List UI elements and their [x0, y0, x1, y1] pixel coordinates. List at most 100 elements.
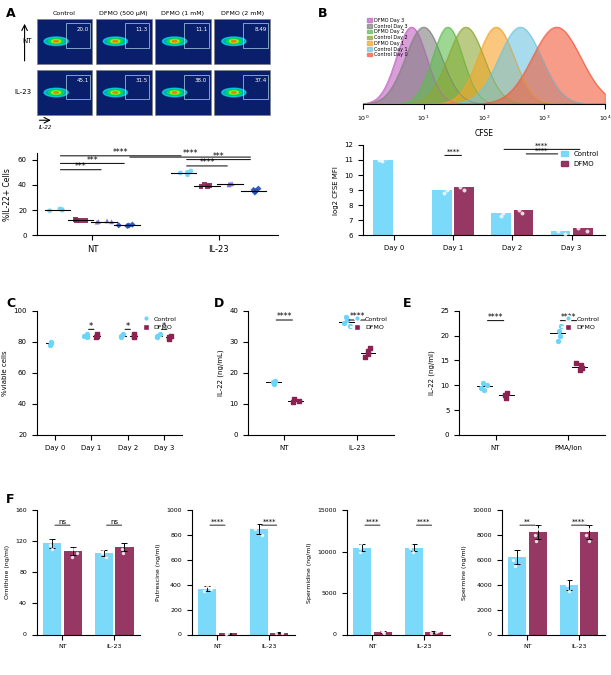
Point [510, 548, 520, 559]
Point [341, 311, 351, 322]
Ellipse shape [172, 40, 177, 42]
Bar [250, 529, 268, 634]
Point [257, 530, 266, 541]
Point [426, 628, 436, 639]
Ellipse shape [54, 40, 59, 42]
Text: ****: **** [535, 143, 549, 149]
Point [560, 229, 569, 240]
Point [72, 547, 82, 558]
Point [92, 330, 101, 341]
Point [57, 205, 67, 215]
Bar [404, 547, 423, 634]
Text: 45.1: 45.1 [76, 78, 89, 83]
Point [57, 204, 67, 215]
Text: **: ** [524, 519, 531, 525]
Point [553, 225, 563, 236]
Point [55, 203, 65, 214]
Bar [580, 532, 598, 634]
Ellipse shape [170, 91, 179, 94]
Bar [491, 213, 511, 326]
Point [119, 547, 128, 558]
Point [71, 215, 81, 226]
Point [377, 626, 387, 637]
Point [562, 573, 571, 584]
Text: *: * [126, 321, 130, 331]
Ellipse shape [232, 40, 236, 42]
Bar [374, 632, 392, 634]
Point [130, 330, 139, 341]
Point [203, 182, 213, 192]
Text: 37.4: 37.4 [254, 78, 266, 83]
Text: 11.1: 11.1 [195, 27, 207, 32]
Y-axis label: Putrescine (ng/ml): Putrescine (ng/ml) [156, 543, 161, 601]
Text: ****: **** [183, 149, 198, 159]
Ellipse shape [229, 91, 238, 94]
Point [224, 179, 234, 190]
Point [155, 329, 164, 340]
Ellipse shape [226, 38, 241, 44]
Point [114, 220, 123, 231]
Point [45, 340, 54, 350]
Point [555, 223, 565, 234]
Point [288, 397, 298, 408]
Ellipse shape [167, 90, 182, 95]
Text: IL-22: IL-22 [38, 124, 52, 130]
Point [152, 331, 162, 342]
Point [340, 318, 349, 329]
Text: ****: **** [262, 519, 276, 525]
Point [92, 331, 101, 342]
Bar [219, 633, 237, 634]
Text: NT: NT [23, 38, 32, 45]
Text: F: F [6, 493, 15, 506]
Point [206, 583, 216, 594]
Point [79, 330, 89, 341]
Point [269, 378, 279, 389]
Legend: Control, DFMO (500 μM), DFMO (1 mM), DFMO (2 mM): Control, DFMO (500 μM), DFMO (1 mM), DFM… [461, 155, 529, 190]
Ellipse shape [103, 37, 128, 45]
Ellipse shape [167, 38, 182, 44]
Point [478, 377, 488, 388]
Point [374, 155, 384, 165]
Point [117, 330, 126, 341]
Point [118, 329, 128, 340]
FancyBboxPatch shape [155, 19, 211, 63]
Point [46, 532, 56, 543]
Point [101, 551, 111, 562]
Bar [551, 231, 570, 326]
Text: ****: **** [199, 159, 214, 167]
Point [294, 396, 304, 406]
Text: ****: **** [488, 313, 503, 321]
Point [510, 542, 519, 553]
Point [564, 586, 574, 597]
Y-axis label: %viable cells: %viable cells [2, 350, 8, 396]
Ellipse shape [44, 88, 68, 97]
Text: DFMO (500 μM): DFMO (500 μM) [100, 11, 148, 16]
Point [535, 517, 545, 528]
Point [342, 315, 352, 325]
Text: DFMO (2 mM): DFMO (2 mM) [221, 11, 264, 16]
Point [573, 223, 583, 234]
Point [183, 169, 192, 180]
Ellipse shape [44, 37, 68, 45]
Bar [95, 553, 113, 634]
Point [457, 179, 467, 190]
Text: ****: **** [447, 149, 460, 155]
Point [123, 536, 133, 547]
Text: 11.3: 11.3 [136, 27, 148, 32]
Text: ****: **** [349, 312, 365, 321]
Text: A: A [6, 7, 16, 20]
Point [221, 628, 230, 639]
Point [47, 543, 57, 554]
Bar [560, 585, 578, 634]
Point [130, 329, 139, 340]
Point [496, 211, 506, 221]
Point [45, 540, 55, 551]
FancyBboxPatch shape [37, 70, 92, 115]
Point [439, 188, 449, 198]
Point [92, 217, 102, 227]
Bar [455, 187, 474, 326]
Point [223, 628, 233, 639]
Point [531, 536, 541, 547]
Point [479, 385, 489, 396]
Text: *: * [162, 321, 166, 331]
